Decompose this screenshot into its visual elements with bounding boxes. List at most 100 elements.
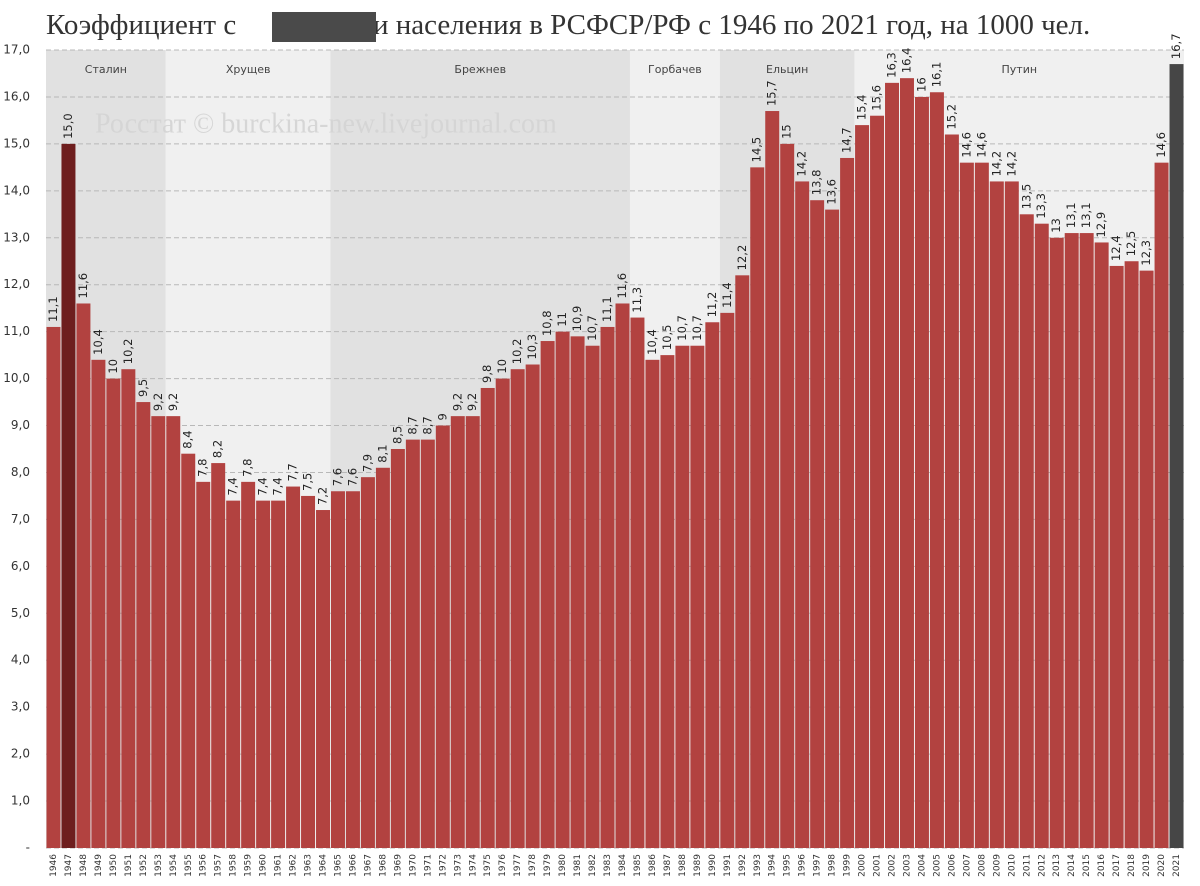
redaction [272, 12, 376, 42]
bar [615, 303, 630, 848]
bar [1019, 214, 1034, 848]
bar [331, 491, 345, 848]
bar [1154, 162, 1169, 849]
value-label: 14,2 [795, 151, 809, 177]
x-tick-label: 2020 [1157, 854, 1167, 877]
bar [630, 317, 645, 848]
value-label: 9,2 [450, 393, 464, 411]
bar [825, 209, 840, 849]
value-label: 13 [1049, 218, 1063, 233]
value-label: 15,4 [855, 94, 869, 120]
x-tick-label: 2013 [1052, 854, 1062, 877]
value-label: 7,8 [241, 459, 255, 477]
x-tick-label: 1960 [259, 854, 269, 877]
x-tick-label: 2003 [902, 854, 912, 877]
x-tick-label: 1973 [453, 854, 463, 877]
y-tick-label: 3,0 [11, 700, 30, 714]
bar [46, 326, 61, 848]
value-label: 10,2 [121, 339, 135, 365]
value-label: 14,5 [750, 137, 764, 163]
x-tick-label: 1992 [738, 854, 748, 877]
bar [61, 143, 76, 849]
y-tick-label: 6,0 [11, 559, 30, 573]
x-tick-label: 2005 [932, 854, 942, 877]
bar [944, 134, 959, 848]
bar [226, 500, 241, 848]
bar [705, 322, 720, 849]
bar [855, 125, 870, 848]
value-label: 16 [914, 77, 928, 92]
value-label: 8,7 [405, 416, 419, 434]
x-tick-label: 1980 [558, 854, 568, 877]
era-band [629, 50, 720, 848]
value-label: 14,6 [1154, 132, 1168, 158]
bar [1079, 233, 1094, 849]
bar [450, 416, 465, 848]
value-label: 10,4 [645, 329, 659, 355]
value-label: 8,5 [390, 426, 404, 444]
bar [196, 481, 211, 848]
value-label: 10,5 [660, 325, 674, 351]
x-tick-label: 2010 [1007, 854, 1017, 877]
bar [555, 331, 570, 848]
bar [750, 167, 765, 849]
y-tick-label: 13,0 [3, 230, 30, 244]
y-tick-label: 16,0 [3, 89, 30, 103]
x-tick-label: 1990 [708, 854, 718, 877]
x-tick-label: 1978 [528, 854, 538, 877]
x-tick-label: 2014 [1067, 854, 1077, 877]
x-tick-label: 2012 [1037, 854, 1047, 877]
x-tick-label: 1965 [333, 854, 343, 877]
bar [1064, 233, 1079, 849]
value-label: 11,1 [46, 296, 60, 322]
x-tick-label: 1979 [543, 854, 553, 877]
value-label: 7,6 [345, 468, 359, 486]
bar [106, 378, 121, 848]
x-tick-label: 1957 [214, 854, 224, 877]
x-tick-label: 1956 [199, 854, 209, 877]
bar [959, 162, 974, 849]
bar [435, 425, 450, 848]
value-label: 10 [495, 359, 509, 374]
bar [360, 477, 375, 848]
value-label: 14,2 [989, 151, 1003, 177]
bar [735, 275, 750, 849]
y-tick-label: 8,0 [11, 465, 30, 479]
x-tick-label: 1993 [753, 854, 763, 877]
bar [390, 449, 405, 848]
value-label: 8,1 [375, 444, 389, 462]
bar [166, 416, 181, 848]
x-tick-label: 1969 [393, 854, 403, 877]
value-label: 7,7 [286, 463, 300, 481]
x-tick-label: 1995 [783, 854, 793, 877]
y-tick-label: 5,0 [11, 606, 30, 620]
value-label: 12,9 [1094, 212, 1108, 238]
bar [241, 481, 256, 848]
value-label: 13,6 [825, 179, 839, 205]
x-tick-label: 1988 [678, 854, 688, 877]
bar [600, 326, 615, 848]
x-tick-label: 2016 [1097, 854, 1107, 877]
value-label: 15,7 [765, 80, 779, 106]
era-label: Брежнев [454, 63, 506, 76]
y-tick-label: - [26, 841, 30, 855]
bar [465, 416, 480, 848]
value-label: 13,3 [1034, 193, 1048, 219]
value-label: 7,4 [256, 477, 270, 495]
value-label: 10,7 [690, 315, 704, 341]
bar [989, 181, 1004, 848]
x-tick-label: 2015 [1082, 854, 1092, 877]
bar [495, 378, 510, 848]
x-tick-label: 1998 [828, 854, 838, 877]
value-label: 14,2 [1004, 151, 1018, 177]
value-label: 7,5 [301, 473, 315, 491]
x-tick-label: 1975 [483, 854, 493, 877]
y-tick-label: 12,0 [3, 277, 30, 291]
bar [765, 111, 780, 848]
x-tick-label: 1970 [408, 854, 418, 877]
x-tick-label: 1954 [169, 854, 179, 877]
x-tick-label: 1947 [64, 854, 74, 877]
era-label: Ельцин [766, 63, 808, 76]
y-tick-label: 11,0 [3, 324, 30, 338]
value-label: 8,2 [211, 440, 225, 458]
